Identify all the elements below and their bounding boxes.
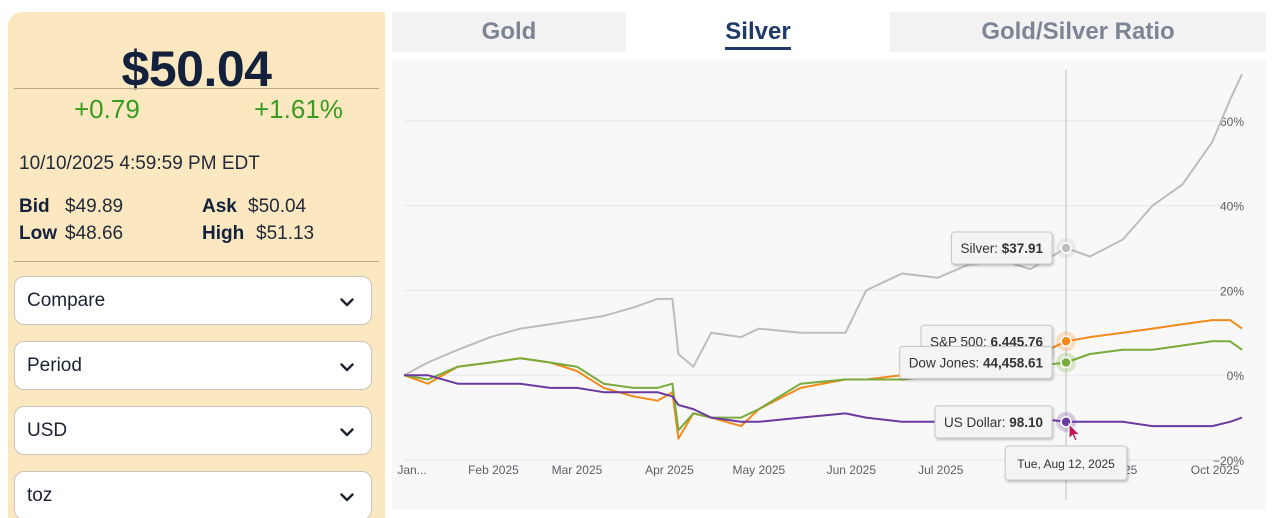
high-row: High $51.13 — [202, 223, 314, 245]
x-tick-label: Feb 2025 — [468, 463, 519, 477]
y-tick-label: 0% — [1227, 369, 1245, 383]
tab-gold[interactable]: Gold — [392, 12, 626, 52]
series-line-dow-jones — [403, 340, 1243, 432]
high-value: $51.13 — [256, 223, 315, 244]
x-tick-label: May 2025 — [733, 463, 786, 477]
compare-dropdown[interactable]: Compare — [14, 276, 372, 325]
period-dropdown[interactable]: Period — [14, 341, 372, 390]
tab-silver[interactable]: Silver — [628, 12, 888, 52]
tooltip-dow-jones — [899, 346, 1053, 379]
divider — [14, 88, 379, 89]
y-tick-label: 40% — [1220, 200, 1244, 214]
compare-dropdown-label: Compare — [27, 290, 106, 311]
low-value: $48.66 — [65, 223, 124, 244]
price-change-percent: +1.61% — [254, 94, 343, 124]
tooltip-text-us-dollar: US Dollar: 98.10 — [944, 415, 1043, 430]
tab-silver-label: Silver — [725, 18, 791, 50]
tooltip-us-dollar — [934, 405, 1053, 439]
x-tick-label: Jan... — [397, 463, 426, 477]
bid-row: Bid $49.89 — [19, 196, 123, 218]
tab-ratio-label: Gold/Silver Ratio — [981, 18, 1175, 45]
series-line-us-dollar — [404, 374, 1243, 428]
marker-silver — [1060, 242, 1072, 254]
y-tick-label: −20% — [1213, 454, 1244, 468]
quote-panel: $50.04 +0.79 +1.61% 10/10/2025 4:59:59 P… — [8, 12, 385, 518]
period-dropdown-label: Period — [27, 355, 82, 376]
bid-label: Bid — [19, 196, 50, 217]
x-tick-label: Oct 2025 — [1191, 463, 1240, 477]
y-tick-label: 20% — [1220, 284, 1244, 298]
unit-dropdown[interactable]: toz — [14, 471, 372, 518]
currency-dropdown-label: USD — [27, 420, 68, 441]
low-label: Low — [19, 223, 57, 244]
metal-tabs: Gold Silver Gold/Silver Ratio — [392, 12, 1266, 52]
crosshair-date-tooltip — [1004, 445, 1128, 481]
y-tick-label: 60% — [1220, 115, 1244, 129]
price-change: +0.79 — [74, 94, 140, 124]
low-row: Low $48.66 — [19, 223, 123, 245]
tooltip-text-s-p-500: S&P 500: 6,445.76 — [930, 334, 1044, 349]
ask-value: $50.04 — [248, 196, 307, 217]
crosshair-date-label: Tue, Aug 12, 2025 — [1017, 457, 1115, 471]
chevron-down-icon — [340, 359, 354, 377]
tooltip-silver — [950, 231, 1053, 265]
chevron-down-icon — [340, 489, 354, 507]
marker-s-p-500 — [1060, 335, 1072, 348]
tooltip-text-dow-jones: Dow Jones: 44,458.61 — [909, 356, 1044, 371]
series-line-silver — [403, 73, 1243, 377]
chevron-down-icon — [340, 424, 354, 442]
mouse-pointer-icon — [1068, 422, 1081, 442]
x-tick-label: Jun 2025 — [827, 463, 877, 477]
tooltip-text-silver: Silver: $37.91 — [960, 241, 1043, 256]
chevron-down-icon — [340, 294, 354, 312]
current-price: $50.04 — [121, 41, 272, 97]
tab-gold-silver-ratio[interactable]: Gold/Silver Ratio — [890, 12, 1266, 52]
x-tick-label: Apr 2025 — [645, 463, 694, 477]
divider — [14, 261, 379, 262]
unit-dropdown-label: toz — [27, 485, 53, 506]
currency-dropdown[interactable]: USD — [14, 406, 372, 455]
x-tick-label: Jul 2025 — [918, 463, 964, 477]
x-tick-label: Mar 2025 — [552, 463, 603, 477]
high-label: High — [202, 223, 245, 244]
bid-value: $49.89 — [65, 196, 124, 217]
quote-timestamp: 10/10/2025 4:59:59 PM EDT — [19, 153, 260, 174]
tab-gold-label: Gold — [481, 18, 537, 45]
comparison-chart[interactable]: −20% 0% 20% 40% 60% Jan... Feb 2025 Mar 2025 Apr… — [392, 60, 1266, 510]
ask-label: Ask — [202, 196, 237, 217]
marker-dow-jones — [1060, 356, 1072, 369]
price-chart[interactable]: −20% 0% 20% 40% 60% Jan... Feb 2025 Mar 2025 Apr… — [392, 60, 1266, 510]
ask-row: Ask $50.04 — [202, 196, 306, 218]
